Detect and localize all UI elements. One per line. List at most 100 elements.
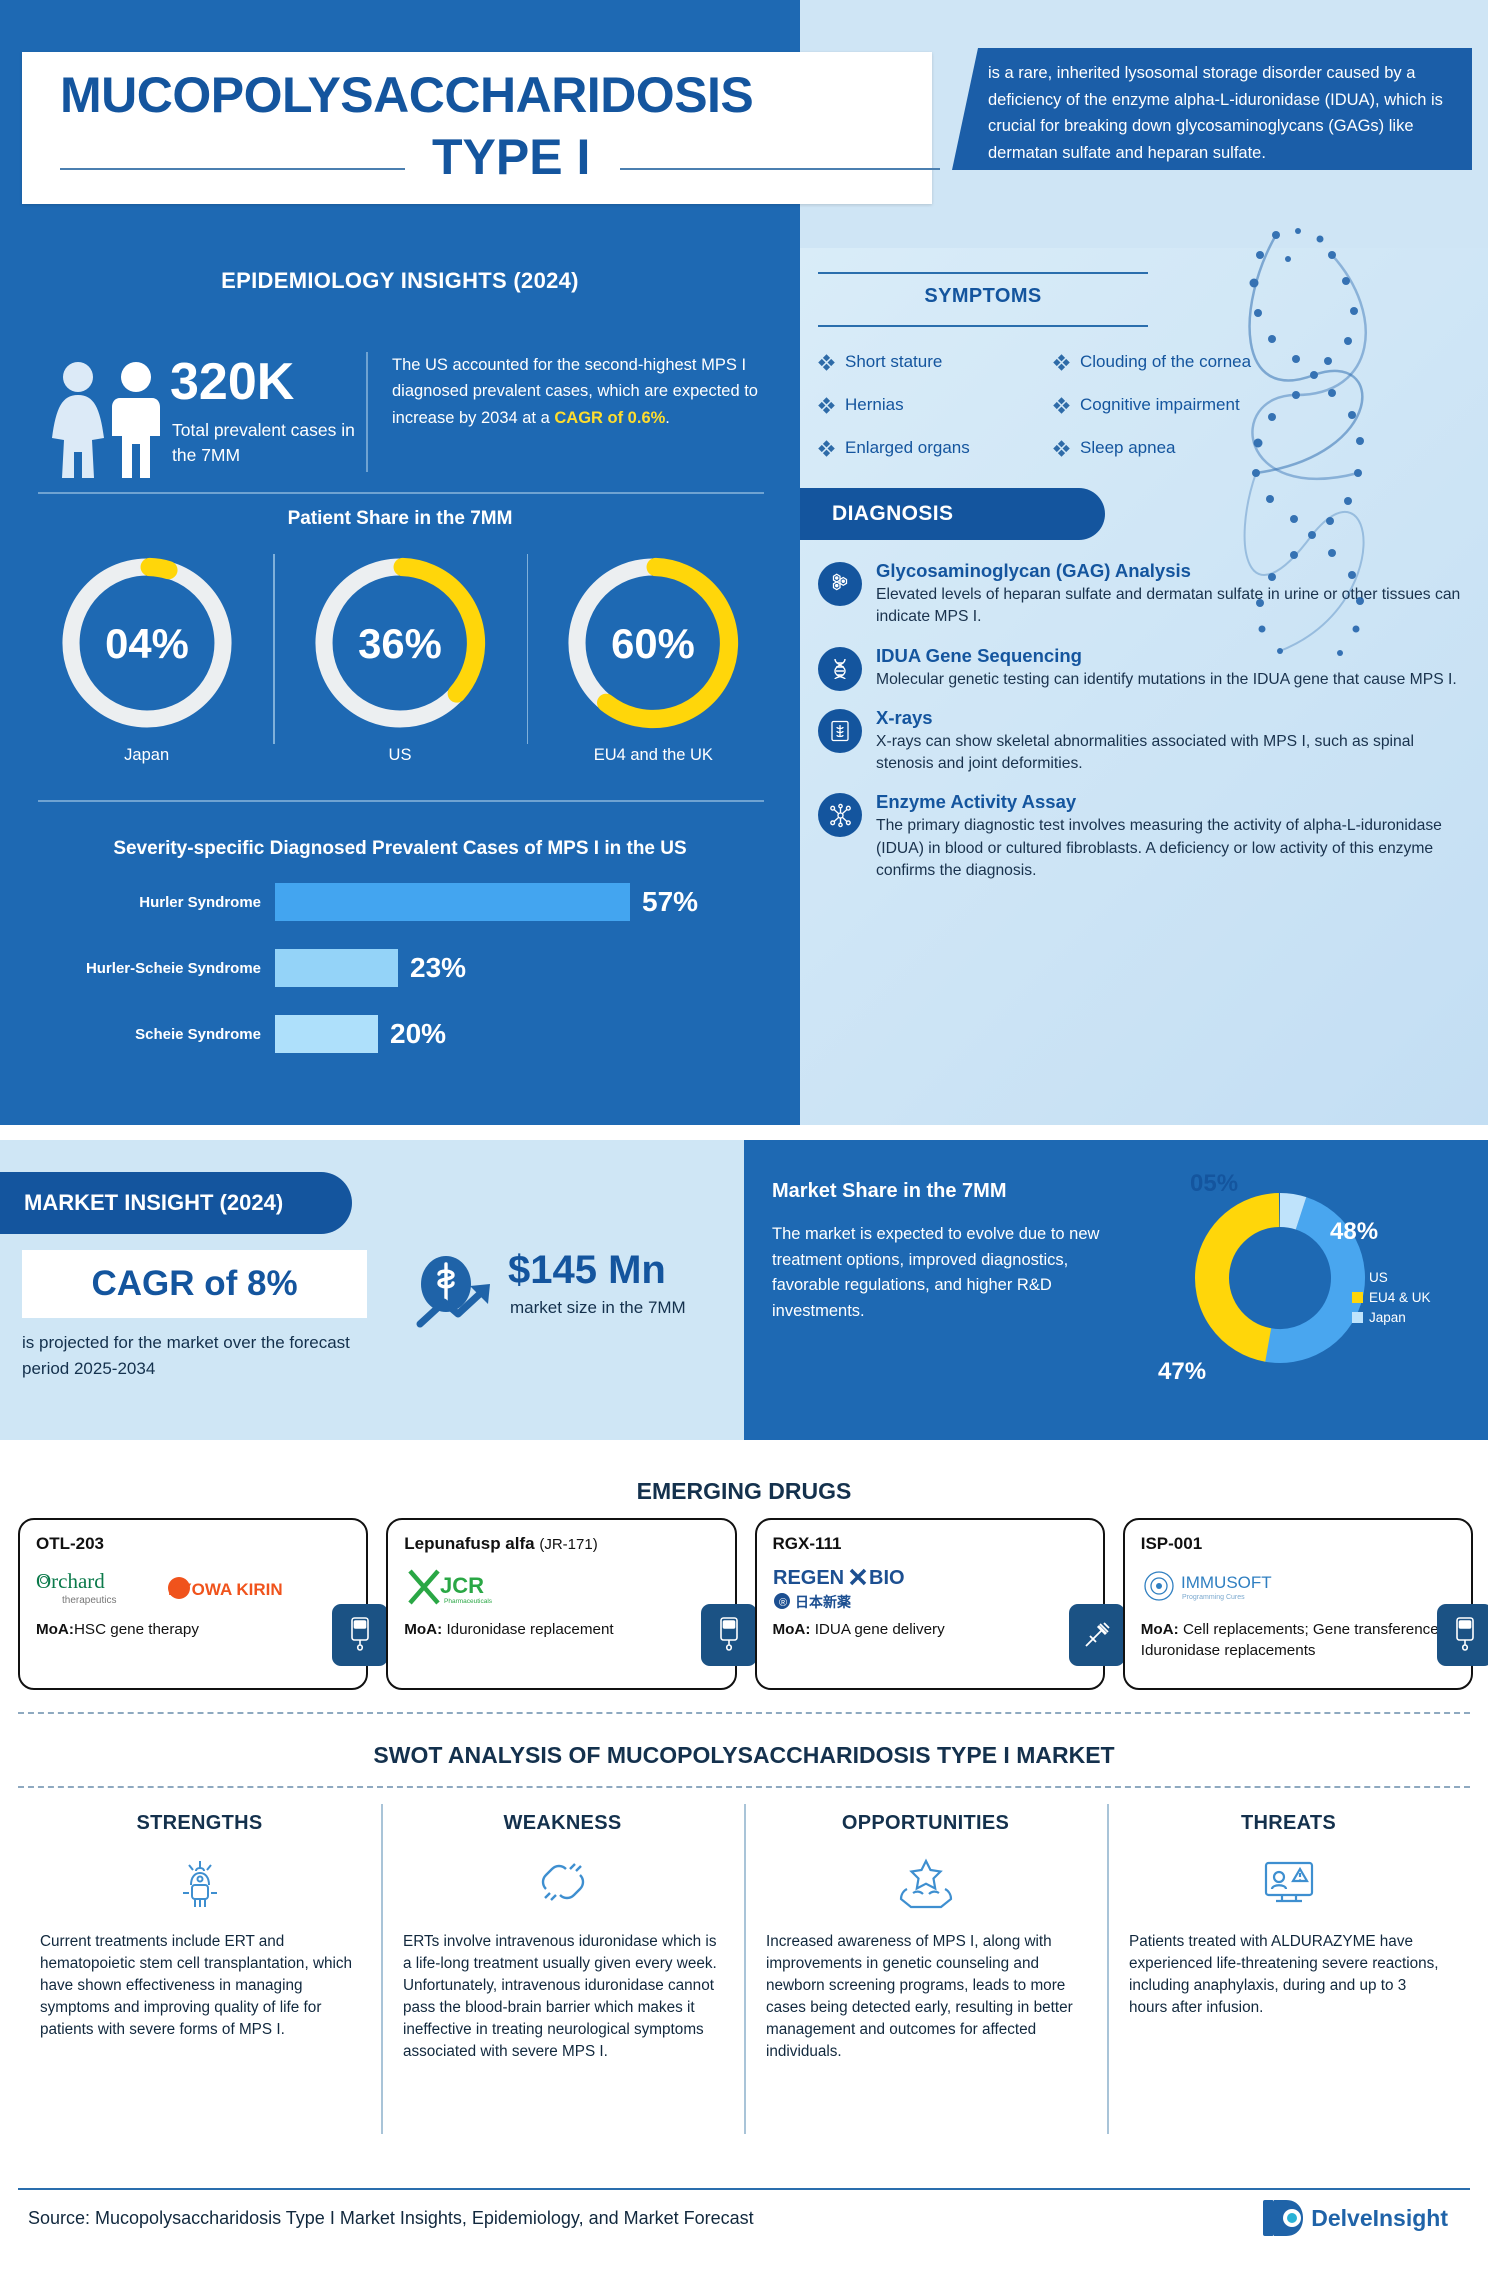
- cagr-box: CAGR of 8%: [22, 1250, 367, 1318]
- emerging-drugs-heading: EMERGING DRUGS: [636, 1478, 852, 1504]
- swot-heading: SWOT ANALYSIS OF MUCOPOLYSACCHARIDOSIS T…: [373, 1742, 1115, 1768]
- epidemiology-panel: MUCOPOLYSACCHARIDOSIS TYPE I is a rare, …: [0, 0, 1488, 1125]
- cagr-value: CAGR of 8%: [91, 1264, 298, 1303]
- market-share-value-us: 48%: [1330, 1218, 1379, 1245]
- dna-helix-icon: [1243, 228, 1367, 656]
- title-rule-right: [620, 168, 940, 170]
- diagnosis-tab: DIAGNOSIS: [800, 488, 1105, 540]
- symptom-item: Cognitive impairment: [1053, 395, 1470, 415]
- total-prevalent-label: Total prevalent cases in the 7MM: [172, 420, 355, 466]
- drug-card-otl203[interactable]: OTL-203 Orchard therapeutics KYOWA KIRIN…: [18, 1518, 389, 1690]
- hands-star-icon: [766, 1847, 1085, 1917]
- symptom-label: Cognitive impairment: [1080, 395, 1240, 414]
- swot-title: THREATS: [1240, 1812, 1337, 1834]
- swot-title: OPPORTUNITIES: [841, 1812, 1010, 1834]
- diamond-bullet-icon: [1053, 354, 1070, 371]
- swot-column-weakness: WEAKNESS ERTs involve intravenous iduron…: [381, 1800, 744, 2135]
- drug-card-lepunafusp[interactable]: Lepunafusp alfa (JR-171) JCR Pharmaceuti…: [386, 1518, 757, 1690]
- patient-share-donuts: 04% Japan 36% US 60% EU4 and the UK: [20, 548, 780, 788]
- drug-moa: MoA:HSC gene therapy: [36, 1620, 350, 1641]
- market-share-body: The market is expected to evolve due to …: [772, 1225, 1100, 1321]
- dollar-growth-icon: [416, 1256, 490, 1328]
- diagnosis-title: IDUA Gene Sequencing: [876, 644, 1082, 666]
- diagnosis-title: Glycosaminoglycan (GAG) Analysis: [876, 560, 1191, 581]
- severity-heading: Severity-specific Diagnosed Prevalent Ca…: [113, 838, 687, 859]
- market-insight-tab: MARKET INSIGHT (2024): [0, 1172, 352, 1234]
- us-note-pre: The US accounted for the second-highest …: [392, 356, 758, 427]
- donut-label-us: US: [388, 746, 412, 764]
- drug-card-isp001[interactable]: ISP-001 IMMUSOFT Programming Cures MoA: …: [1122, 1518, 1488, 1690]
- drug-logos: IMMUSOFT Programming Cures: [1141, 1562, 1455, 1614]
- drug-moa-text: HSC gene therapy: [73, 1621, 199, 1638]
- drug-moa: MoA: IDUA gene delivery: [773, 1620, 1087, 1641]
- donut-us: 36% US: [273, 548, 526, 788]
- diagnosis-body: Molecular genetic testing can identify m…: [876, 670, 1457, 688]
- drug-card-rgx111[interactable]: RGX-111 REGEN BIO ® 日本新薬 MoA: IDUA gene …: [754, 1518, 1125, 1690]
- swot-column-opportunities: OPPORTUNITIES Increased awareness of MPS…: [744, 1800, 1107, 2135]
- people-icon: [52, 362, 160, 478]
- strength-arm-icon: [40, 1847, 359, 1917]
- symptom-item: Hernias: [818, 395, 1023, 415]
- market-share-legend: US EU4 & UK Japan: [1352, 1270, 1431, 1330]
- us-note-post: .: [665, 408, 670, 427]
- swot-columns: STRENGTHS Current treatments include ERT…: [18, 1800, 1470, 2135]
- swot-divider-mid: [18, 1786, 1470, 1788]
- donut-value-japan: 04%: [105, 620, 189, 667]
- legend-item-eu4uk: EU4 & UK: [1352, 1290, 1431, 1305]
- svg-text:Programming Cures: Programming Cures: [1182, 1594, 1245, 1601]
- drug-name: OTL-203: [36, 1534, 105, 1553]
- svg-text:Pharmaceuticals: Pharmaceuticals: [444, 1598, 493, 1605]
- drug-moa: MoA: Iduronidase replacement: [404, 1620, 718, 1641]
- svg-text:Orchard: Orchard: [36, 1569, 105, 1593]
- drug-moa-label: MoA:: [1140, 1621, 1179, 1638]
- drug-logos: JCR Pharmaceuticals: [404, 1562, 718, 1614]
- swot-title: STRENGTHS: [136, 1812, 263, 1834]
- warning-monitor-icon: [1129, 1847, 1448, 1917]
- iv-drip-icon: [332, 1604, 389, 1666]
- title-card: MUCOPOLYSACCHARIDOSIS TYPE I: [22, 52, 940, 204]
- dna-icon: [818, 646, 862, 691]
- symptom-item: Enlarged organs: [818, 438, 1023, 458]
- header-description: is a rare, inherited lysosomal storage d…: [952, 48, 1472, 170]
- market-size-value: $145 Mn: [508, 1248, 666, 1292]
- swot-title: WEAKNESS: [503, 1812, 622, 1834]
- market-share-value-eu4uk: 47%: [1158, 1358, 1207, 1385]
- severity-label-scheie: Scheie Syndrome: [135, 1025, 261, 1043]
- donut-value-eu4uk: 60%: [611, 620, 695, 667]
- diamond-bullet-icon: [818, 397, 835, 414]
- total-prevalent-value: 320K: [170, 353, 295, 411]
- epidemiology-right-inner-bg: [800, 248, 1488, 1125]
- immusoft-logo: IMMUSOFT Programming Cures: [1144, 1571, 1271, 1601]
- footer-divider: [18, 2188, 1470, 2190]
- jcr-pharmaceuticals-logo: JCR Pharmaceuticals: [408, 1569, 493, 1605]
- patient-share-heading: Patient Share in the 7MM: [287, 508, 513, 529]
- diagnosis-item-gag: Glycosaminoglycan (GAG) Analysis Elevate…: [818, 560, 1468, 629]
- symptom-label: Clouding of the cornea: [1080, 352, 1252, 371]
- legend-swatch-us: [1352, 1272, 1363, 1283]
- diagnosis-body: Elevated levels of heparan sulfate and d…: [876, 586, 1461, 626]
- diagnosis-item-idua: IDUA Gene Sequencing Molecular genetic t…: [818, 645, 1468, 691]
- swot-column-threats: THREATS Patients treated with ALDURAZYME…: [1107, 1800, 1470, 2135]
- market-share-donut-chart: [1195, 1193, 1365, 1363]
- swot-body: Increased awareness of MPS I, along with…: [766, 1933, 1073, 2061]
- page-title-line1: MUCOPOLYSACCHARIDOSIS: [60, 67, 754, 123]
- donut-eu4uk: 60% EU4 and the UK: [526, 548, 780, 788]
- divider-horizontal-2: [38, 800, 764, 802]
- epidemiology-heading: EPIDEMIOLOGY INSIGHTS (2024): [221, 268, 579, 293]
- symptoms-rule-bottom: [818, 325, 1148, 327]
- svg-text:BIO: BIO: [869, 1567, 905, 1589]
- diagnosis-list: Glycosaminoglycan (GAG) Analysis Elevate…: [818, 560, 1468, 898]
- severity-label-hurler: Hurler Syndrome: [139, 893, 261, 911]
- svg-text:KYOWA KIRIN: KYOWA KIRIN: [168, 1580, 283, 1599]
- regenxbio-logo: REGEN BIO: [773, 1567, 905, 1589]
- diagnosis-heading: DIAGNOSIS: [832, 502, 954, 525]
- page-title-line2: TYPE I: [432, 129, 591, 185]
- page-title-line2-wrap: TYPE I: [60, 128, 940, 188]
- diamond-bullet-icon: [1053, 397, 1070, 414]
- severity-bar-hurler: [275, 883, 630, 921]
- drug-name: ISP-001: [1140, 1534, 1203, 1553]
- drug-moa-label: MoA:: [772, 1621, 811, 1638]
- drug-moa-label: MoA:: [404, 1621, 443, 1638]
- symptom-item: Sleep apnea: [1053, 438, 1470, 458]
- symptoms-list: Short stature Clouding of the cornea Her…: [818, 352, 1470, 458]
